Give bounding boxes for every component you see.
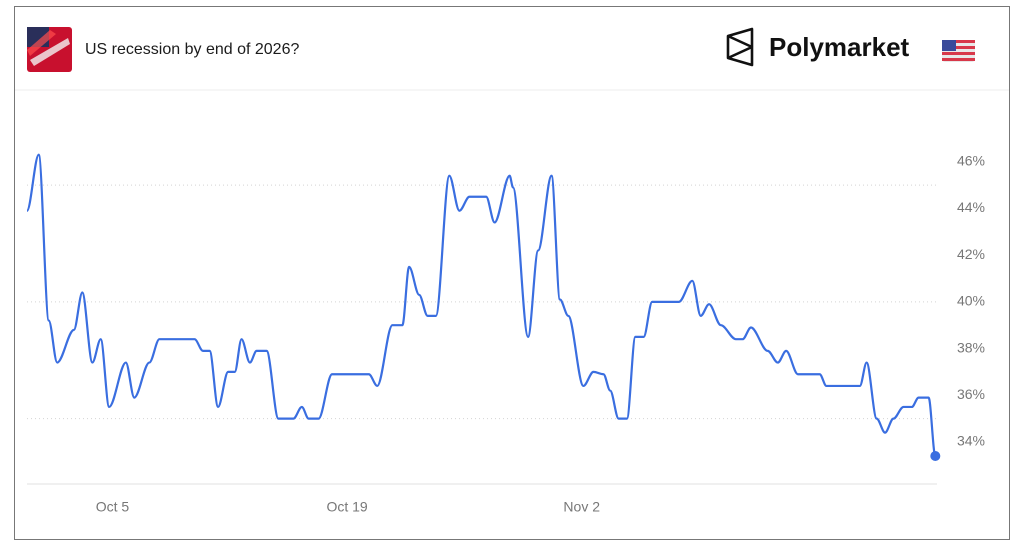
y-tick-label: 42% <box>957 246 985 262</box>
brand-name: Polymarket <box>769 32 910 62</box>
frame <box>14 6 1010 540</box>
x-tick-label: Oct 19 <box>326 499 367 515</box>
x-tick-label: Oct 5 <box>96 499 130 515</box>
y-tick-label: 44% <box>957 199 985 215</box>
us-flag <box>942 40 975 62</box>
brand-logo <box>726 27 754 67</box>
y-tick-label: 38% <box>957 339 985 355</box>
market-icon <box>27 27 72 72</box>
x-tick-label: Nov 2 <box>563 499 600 515</box>
y-tick-label: 46% <box>957 152 985 168</box>
last-point <box>930 450 941 461</box>
price-line <box>25 153 937 458</box>
y-tick-label: 36% <box>957 386 985 402</box>
y-tick-label: 34% <box>957 433 985 449</box>
y-tick-label: 40% <box>957 293 985 309</box>
chart-title: US recession by end of 2026? <box>85 41 299 58</box>
